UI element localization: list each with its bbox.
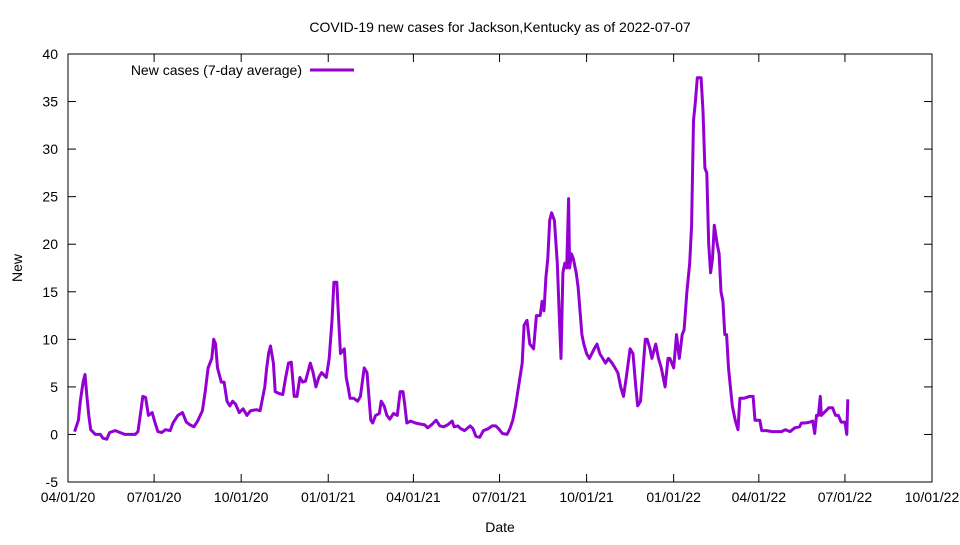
x-tick-label: 07/01/20: [127, 489, 182, 505]
x-tick-label: 10/01/21: [559, 489, 614, 505]
x-tick-label: 04/01/20: [41, 489, 96, 505]
y-tick-label: 15: [42, 284, 58, 300]
y-axis-label: New: [9, 253, 25, 282]
y-tick-label: -5: [46, 474, 59, 490]
x-tick-label: 10/01/20: [214, 489, 269, 505]
x-tick-label: 07/01/21: [472, 489, 527, 505]
y-tick-label: 25: [42, 189, 58, 205]
x-tick-label: 10/01/22: [905, 489, 960, 505]
y-tick-label: 5: [50, 379, 58, 395]
y-tick-label: 0: [50, 426, 58, 442]
x-tick-label: 04/01/21: [386, 489, 441, 505]
y-tick-label: 20: [42, 236, 58, 252]
x-tick-label: 04/01/22: [732, 489, 787, 505]
x-tick-label: 01/01/22: [646, 489, 701, 505]
x-axis-label: Date: [485, 519, 515, 535]
y-tick-label: 30: [42, 141, 58, 157]
legend: New cases (7-day average): [131, 62, 354, 78]
series-line-new-cases: [75, 78, 848, 439]
x-axis: 04/01/20 07/01/20 10/01/20 01/01/21 04/01/21…: [41, 54, 960, 505]
chart-title: COVID-19 new cases for Jackson,Kentucky …: [309, 19, 691, 35]
series-group: [75, 78, 848, 439]
y-axis: -5 0 5 10 15 20 25 30 35 40: [42, 46, 932, 490]
y-tick-label: 40: [42, 46, 58, 62]
y-tick-label: 35: [42, 94, 58, 110]
x-tick-label: 07/01/22: [818, 489, 873, 505]
x-tick-label: 01/01/21: [301, 489, 356, 505]
y-tick-label: 10: [42, 331, 58, 347]
legend-label: New cases (7-day average): [131, 62, 302, 78]
